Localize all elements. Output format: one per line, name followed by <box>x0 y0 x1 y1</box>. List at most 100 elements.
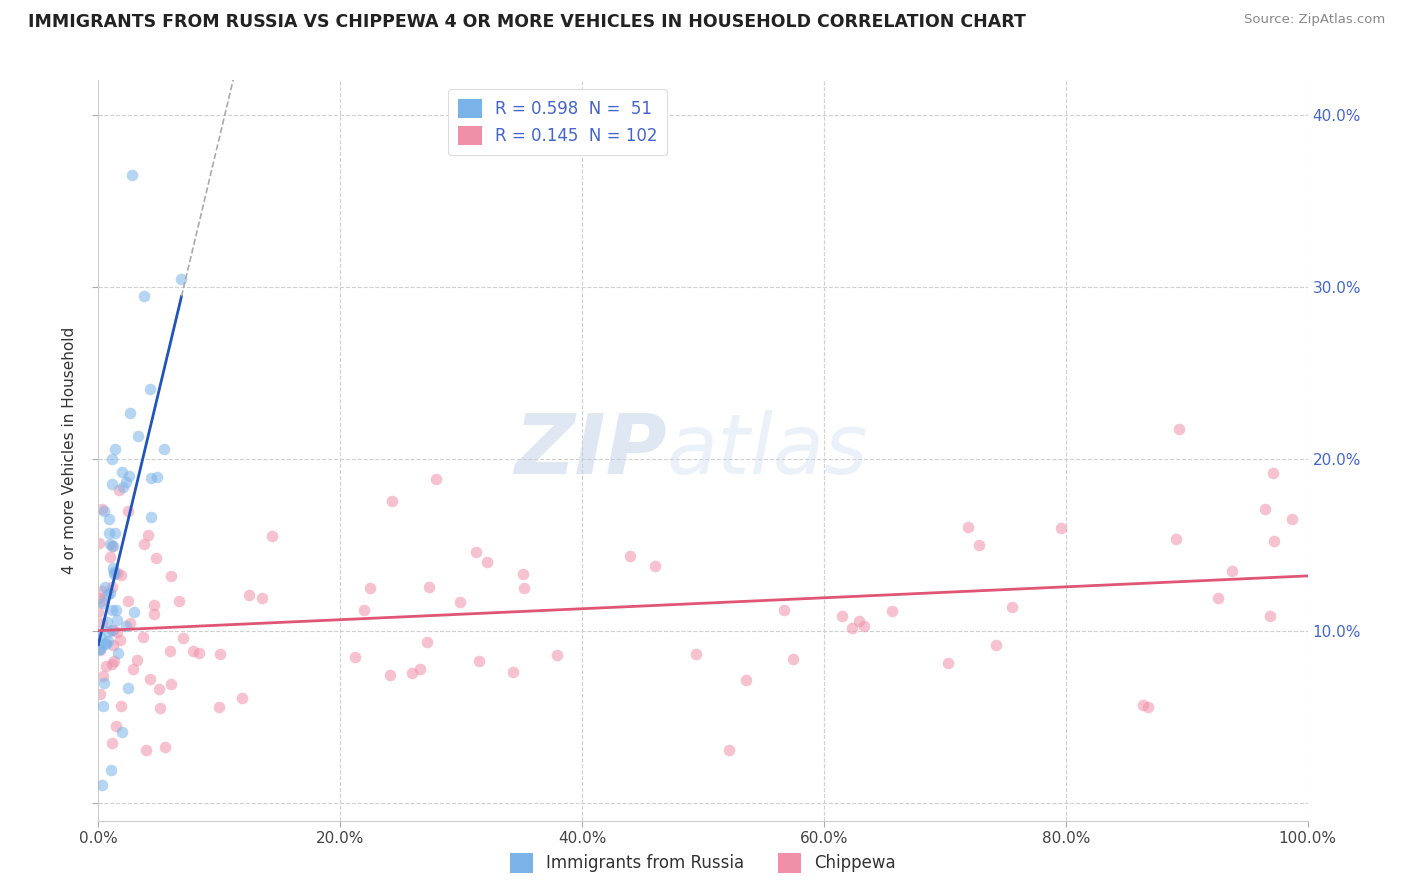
Point <box>1000 600 1022 615</box>
Point <box>87 642 110 657</box>
Point <box>1220 564 1243 578</box>
Point <box>984 638 1007 652</box>
Point <box>1166 532 1188 546</box>
Point <box>90 594 112 608</box>
Legend: R = 0.598  N =  51, R = 0.145  N = 102: R = 0.598 N = 51, R = 0.145 N = 102 <box>449 88 668 155</box>
Point <box>502 665 524 680</box>
Point <box>101 539 124 553</box>
Point <box>111 465 134 479</box>
Point <box>93 676 115 690</box>
Point <box>159 644 181 658</box>
Point <box>101 623 124 637</box>
Point <box>117 594 139 608</box>
Point <box>967 537 990 551</box>
Point <box>1281 512 1303 526</box>
Point <box>208 700 231 714</box>
Point <box>96 615 118 629</box>
Point <box>853 619 876 633</box>
Point <box>121 168 143 182</box>
Point <box>416 635 439 649</box>
Point <box>848 614 870 628</box>
Point <box>1132 698 1154 713</box>
Point <box>475 555 498 569</box>
Point <box>87 536 110 550</box>
Point <box>1050 521 1073 535</box>
Point <box>97 512 120 526</box>
Text: atlas: atlas <box>666 410 869 491</box>
Point <box>101 561 124 575</box>
Point <box>170 272 193 286</box>
Point <box>103 525 125 540</box>
Text: IMMIGRANTS FROM RUSSIA VS CHIPPEWA 4 OR MORE VEHICLES IN HOUSEHOLD CORRELATION C: IMMIGRANTS FROM RUSSIA VS CHIPPEWA 4 OR … <box>28 13 1026 31</box>
Point <box>100 764 122 778</box>
Point <box>90 778 112 792</box>
Point <box>644 559 666 574</box>
Point <box>353 603 375 617</box>
Y-axis label: 4 or more Vehicles in Household: 4 or more Vehicles in Household <box>62 326 77 574</box>
Point <box>936 656 959 670</box>
Point <box>87 591 110 605</box>
Point <box>91 502 114 516</box>
Point <box>121 662 143 676</box>
Point <box>136 528 159 542</box>
Point <box>108 483 131 498</box>
Point <box>105 566 128 580</box>
Text: ZIP: ZIP <box>515 410 666 491</box>
Point <box>97 526 120 541</box>
Point <box>513 581 536 595</box>
Point <box>101 477 124 491</box>
Point <box>181 643 204 657</box>
Point <box>89 687 111 701</box>
Point <box>107 646 129 660</box>
Point <box>418 581 440 595</box>
Point <box>117 681 139 695</box>
Point <box>117 469 139 483</box>
Point <box>91 699 114 714</box>
Point <box>97 587 120 601</box>
Point <box>1263 533 1285 548</box>
Point <box>465 545 488 559</box>
Point <box>468 654 491 668</box>
Point <box>97 633 120 648</box>
Point <box>169 594 191 608</box>
Point <box>956 520 979 534</box>
Point <box>110 568 132 582</box>
Point <box>89 630 111 644</box>
Point <box>250 591 273 606</box>
Point <box>262 529 284 543</box>
Point <box>172 631 194 645</box>
Point <box>238 588 260 602</box>
Point <box>187 646 209 660</box>
Point <box>142 607 165 622</box>
Point <box>89 642 111 657</box>
Point <box>449 595 471 609</box>
Point <box>110 698 132 713</box>
Point <box>108 633 131 648</box>
Point <box>104 719 127 733</box>
Text: Source: ZipAtlas.com: Source: ZipAtlas.com <box>1244 13 1385 27</box>
Point <box>127 429 149 443</box>
Point <box>831 609 853 624</box>
Point <box>360 581 382 595</box>
Point <box>90 616 112 631</box>
Point <box>100 624 122 638</box>
Point <box>100 603 122 617</box>
Point <box>139 673 162 687</box>
Point <box>118 615 141 630</box>
Point <box>101 638 124 652</box>
Point <box>101 657 124 672</box>
Point <box>619 549 641 563</box>
Point <box>160 677 183 691</box>
Point <box>112 480 135 494</box>
Point <box>734 673 756 687</box>
Point <box>87 606 110 620</box>
Point <box>145 550 167 565</box>
Point <box>105 613 128 627</box>
Point <box>117 503 139 517</box>
Point <box>98 537 121 551</box>
Point <box>1136 699 1159 714</box>
Point <box>782 652 804 666</box>
Point <box>89 642 111 657</box>
Point <box>94 658 117 673</box>
Point <box>103 654 125 668</box>
